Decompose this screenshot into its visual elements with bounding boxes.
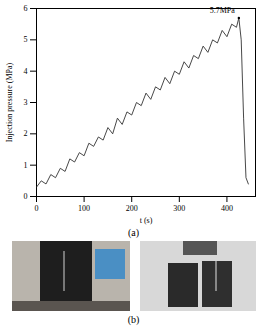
html-text:(b): (b)	[127, 314, 140, 325]
svg-text:5.7MPa: 5.7MPa	[210, 6, 236, 15]
svg-text:0: 0	[35, 204, 39, 213]
svg-text:0: 0	[24, 192, 28, 201]
svg-text:400: 400	[221, 204, 233, 213]
svg-text:4: 4	[24, 67, 28, 76]
svg-text:Injection pressure (MPa): Injection pressure (MPa)	[5, 62, 14, 142]
html-text:(a): (a)	[127, 227, 139, 238]
svg-text:2: 2	[24, 129, 28, 138]
svg-text:300: 300	[173, 204, 185, 213]
svg-text:100: 100	[78, 204, 90, 213]
svg-text:6: 6	[24, 4, 28, 13]
svg-text:3: 3	[24, 98, 28, 107]
svg-text:1: 1	[24, 161, 28, 170]
svg-text:200: 200	[126, 204, 138, 213]
svg-text:t (s): t (s)	[140, 216, 153, 225]
svg-text:5: 5	[24, 35, 28, 44]
